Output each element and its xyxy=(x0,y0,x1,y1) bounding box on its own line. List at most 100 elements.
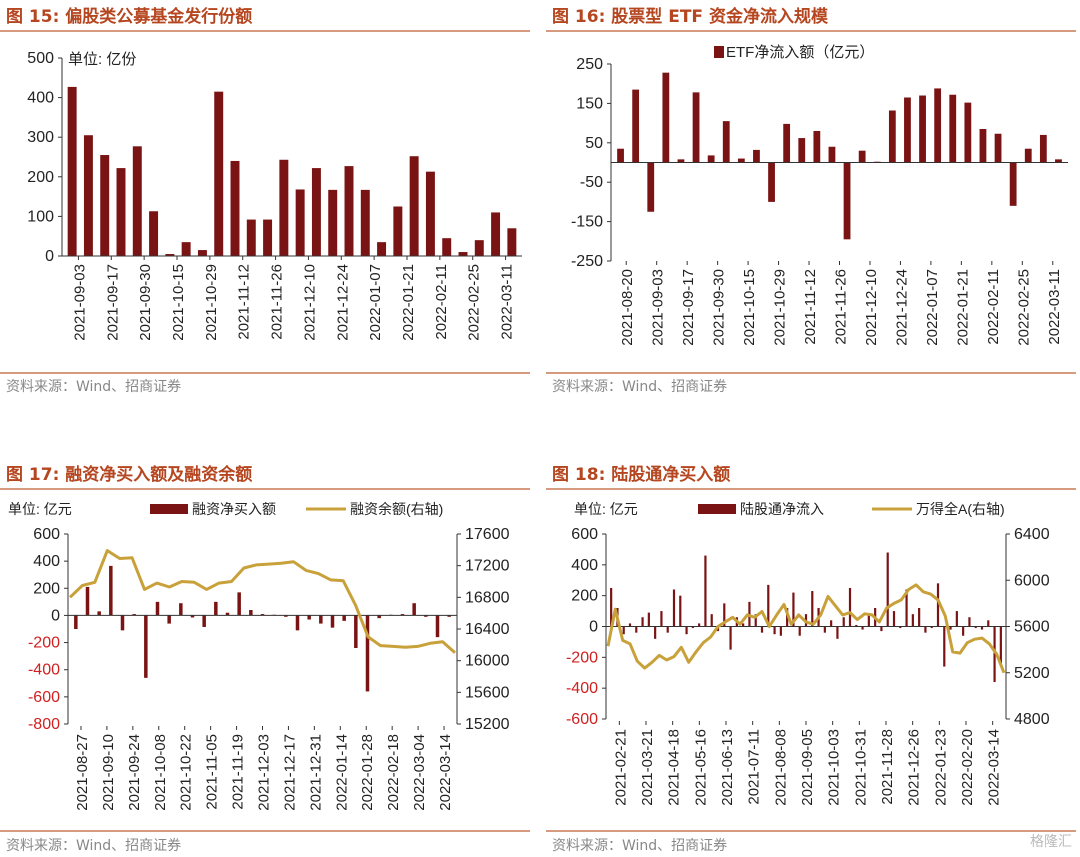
bar-chart-etf-inflow: ETF净流入额（亿元） -250 -150 -50 50 150 250 2021-08-2… xyxy=(571,44,1068,346)
x-tick-label: 2021-09-17 xyxy=(104,264,121,341)
x-tick-label: 2021-12-26 xyxy=(906,729,923,806)
bar xyxy=(692,92,700,163)
source-note: 资料来源：Wind、招商证券 xyxy=(552,838,728,854)
source-rule xyxy=(546,830,1076,832)
x-tick-label: 2022-02-20 xyxy=(959,729,976,806)
bar xyxy=(955,611,958,627)
bar xyxy=(83,135,93,256)
bar xyxy=(230,160,240,256)
bar xyxy=(400,614,405,616)
y-tick-label: 400 xyxy=(571,557,598,574)
bar xyxy=(67,86,77,256)
x-tick-label: 2021-10-29 xyxy=(203,264,220,341)
chart-panel-16: 图 16: 股票型 ETF 资金净流入规模 ETF净流入额（亿元） -250 -1… xyxy=(546,0,1076,420)
x-tick-label: 2022-03-11 xyxy=(499,264,516,340)
bar xyxy=(214,601,218,616)
bar xyxy=(861,626,864,630)
x-tick-label: 2021-12-31 xyxy=(307,734,324,811)
source-rule xyxy=(0,372,530,374)
bar xyxy=(798,626,801,636)
bar xyxy=(934,88,942,163)
y-tick-label: 0 xyxy=(589,619,598,636)
bar xyxy=(149,211,159,256)
bar xyxy=(442,238,452,256)
y-tick-label: -400 xyxy=(28,662,60,679)
bar xyxy=(307,615,311,620)
bar xyxy=(999,626,1002,666)
bar xyxy=(435,615,440,638)
bar xyxy=(181,242,191,256)
bar xyxy=(737,158,745,163)
bar xyxy=(979,129,987,163)
bar xyxy=(246,219,256,256)
unit-label: 单位: 亿元 xyxy=(8,501,72,517)
bar xyxy=(1055,159,1062,163)
chart-panel-15: 图 15: 偏股类公募基金发行份额 单位: 亿份 0 100 200 300 400 50… xyxy=(0,0,530,420)
bar xyxy=(1039,134,1047,163)
y-tick-label: -200 xyxy=(566,649,598,666)
bar xyxy=(892,611,896,627)
bar xyxy=(964,102,972,163)
y-tick-label: 0 xyxy=(45,248,54,265)
x-tick-label: 2021-10-15 xyxy=(170,264,187,341)
bar xyxy=(412,603,416,616)
y-tick-label: -150 xyxy=(571,214,603,231)
x-tick-label: 2021-08-08 xyxy=(772,729,789,806)
chart-title: 图 18: 陆股通净买入额 xyxy=(552,465,731,485)
bar xyxy=(848,587,852,627)
bar-chart-fund-issuance: 单位: 亿份 0 100 200 300 400 500 2021-09-03 2021-09… xyxy=(27,50,522,341)
bar xyxy=(760,626,764,633)
x-tick-label: 2021-10-29 xyxy=(772,269,789,346)
y2-tick-label: 15600 xyxy=(465,684,510,701)
bar xyxy=(792,592,795,627)
bar xyxy=(918,608,921,627)
legend-line-label: 万得全A(右轴) xyxy=(916,501,1005,517)
bar xyxy=(132,614,136,616)
bar xyxy=(767,584,770,627)
bar xyxy=(155,601,160,616)
legend-swatch-bar xyxy=(698,504,736,514)
x-tick-label: 2021-11-26 xyxy=(269,264,286,340)
bar xyxy=(698,623,701,627)
x-tick-label: 2022-01-14 xyxy=(333,734,350,811)
series-line xyxy=(606,583,1006,674)
bar xyxy=(225,612,230,616)
x-tick-label: 2022-01-23 xyxy=(932,729,949,806)
x-tick-label: 2022-03-11 xyxy=(1046,269,1063,345)
x-tick-label: 2022-02-11 xyxy=(433,264,450,340)
bar xyxy=(279,159,289,256)
y-tick-label: -200 xyxy=(28,635,60,652)
bar xyxy=(753,149,760,163)
x-tick-label: 2022-01-28 xyxy=(359,734,376,811)
bar xyxy=(167,615,171,624)
x-tick-label: 2021-12-24 xyxy=(334,264,351,341)
source-note: 资料来源：Wind、招商证券 xyxy=(6,379,182,395)
bar xyxy=(393,206,403,256)
bar xyxy=(666,626,669,633)
y-tick-label: 0 xyxy=(51,607,60,624)
unit-label: 单位: 亿元 xyxy=(574,501,638,517)
bar xyxy=(344,166,354,256)
y-tick-label: -600 xyxy=(28,689,60,706)
bar xyxy=(842,617,845,627)
bar xyxy=(365,615,370,692)
bar xyxy=(425,171,435,256)
chart-panel-17: 图 17: 融资净买入额及融资余额 单位: 亿元 融资净买入额 融资余额(右轴)… xyxy=(0,458,530,857)
legend-swatch-bar xyxy=(714,46,724,58)
bar xyxy=(354,615,358,648)
bar xyxy=(617,148,624,163)
x-tick-label: 2021-11-26 xyxy=(833,269,850,345)
bar xyxy=(295,189,305,256)
x-tick-label: 2021-12-24 xyxy=(893,269,910,346)
bar xyxy=(507,228,517,256)
bar xyxy=(836,626,839,639)
bar xyxy=(754,614,757,627)
bar xyxy=(855,624,858,627)
y-tick-label: -800 xyxy=(28,716,60,733)
bar xyxy=(685,626,688,635)
y-tick-label: 200 xyxy=(27,169,54,186)
bar xyxy=(867,614,870,627)
bar xyxy=(949,626,952,630)
bar xyxy=(74,615,78,629)
x-tick-label: 2021-11-28 xyxy=(879,729,896,805)
